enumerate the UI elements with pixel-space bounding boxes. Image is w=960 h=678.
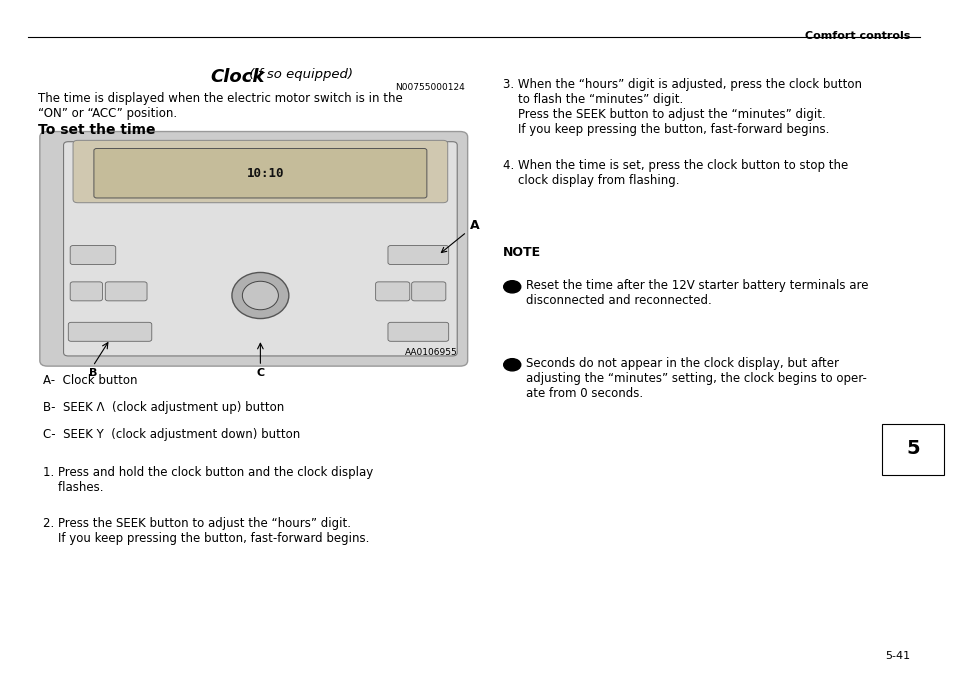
FancyBboxPatch shape bbox=[882, 424, 944, 475]
FancyBboxPatch shape bbox=[375, 282, 410, 301]
FancyBboxPatch shape bbox=[388, 322, 448, 341]
Text: 10:10: 10:10 bbox=[247, 167, 284, 180]
FancyBboxPatch shape bbox=[94, 148, 427, 198]
Text: Reset the time after the 12V starter battery terminals are
disconnected and reco: Reset the time after the 12V starter bat… bbox=[526, 279, 869, 306]
FancyBboxPatch shape bbox=[40, 132, 468, 366]
FancyBboxPatch shape bbox=[106, 282, 147, 301]
Text: 5-41: 5-41 bbox=[885, 651, 911, 661]
FancyBboxPatch shape bbox=[68, 322, 152, 341]
FancyBboxPatch shape bbox=[73, 140, 447, 203]
Text: 4. When the time is set, press the clock button to stop the
    clock display fr: 4. When the time is set, press the clock… bbox=[503, 159, 848, 187]
FancyBboxPatch shape bbox=[70, 245, 116, 264]
Text: Clock: Clock bbox=[210, 68, 264, 86]
Text: N00755000124: N00755000124 bbox=[396, 83, 465, 92]
Text: AA0106955: AA0106955 bbox=[404, 348, 457, 357]
Text: 5: 5 bbox=[906, 439, 921, 458]
Text: B-  SEEK Λ  (clock adjustment up) button: B- SEEK Λ (clock adjustment up) button bbox=[42, 401, 284, 414]
Text: Seconds do not appear in the clock display, but after
adjusting the “minutes” se: Seconds do not appear in the clock displ… bbox=[526, 357, 867, 399]
FancyBboxPatch shape bbox=[412, 282, 445, 301]
Text: The time is displayed when the electric motor switch is in the
“ON” or “ACC” pos: The time is displayed when the electric … bbox=[38, 92, 402, 119]
Circle shape bbox=[504, 281, 520, 293]
Text: 2. Press the SEEK button to adjust the “hours” digit.
    If you keep pressing t: 2. Press the SEEK button to adjust the “… bbox=[42, 517, 369, 544]
Text: C-  SEEK Υ  (clock adjustment down) button: C- SEEK Υ (clock adjustment down) button bbox=[42, 428, 300, 441]
FancyBboxPatch shape bbox=[70, 282, 103, 301]
Text: To set the time: To set the time bbox=[38, 123, 156, 138]
Text: Comfort controls: Comfort controls bbox=[805, 31, 911, 41]
Text: NOTE: NOTE bbox=[503, 246, 540, 259]
Circle shape bbox=[504, 359, 520, 371]
Text: A: A bbox=[442, 219, 479, 252]
Text: B: B bbox=[88, 368, 97, 378]
FancyBboxPatch shape bbox=[63, 142, 457, 356]
Text: 3. When the “hours” digit is adjusted, press the clock button
    to flash the “: 3. When the “hours” digit is adjusted, p… bbox=[503, 78, 862, 136]
FancyBboxPatch shape bbox=[388, 245, 448, 264]
Text: A-  Clock button: A- Clock button bbox=[42, 374, 137, 387]
Ellipse shape bbox=[232, 273, 289, 319]
Ellipse shape bbox=[242, 281, 278, 310]
Text: C: C bbox=[256, 368, 264, 378]
Text: 1. Press and hold the clock button and the clock display
    flashes.: 1. Press and hold the clock button and t… bbox=[42, 466, 372, 494]
Text: (if so equipped): (if so equipped) bbox=[245, 68, 353, 81]
